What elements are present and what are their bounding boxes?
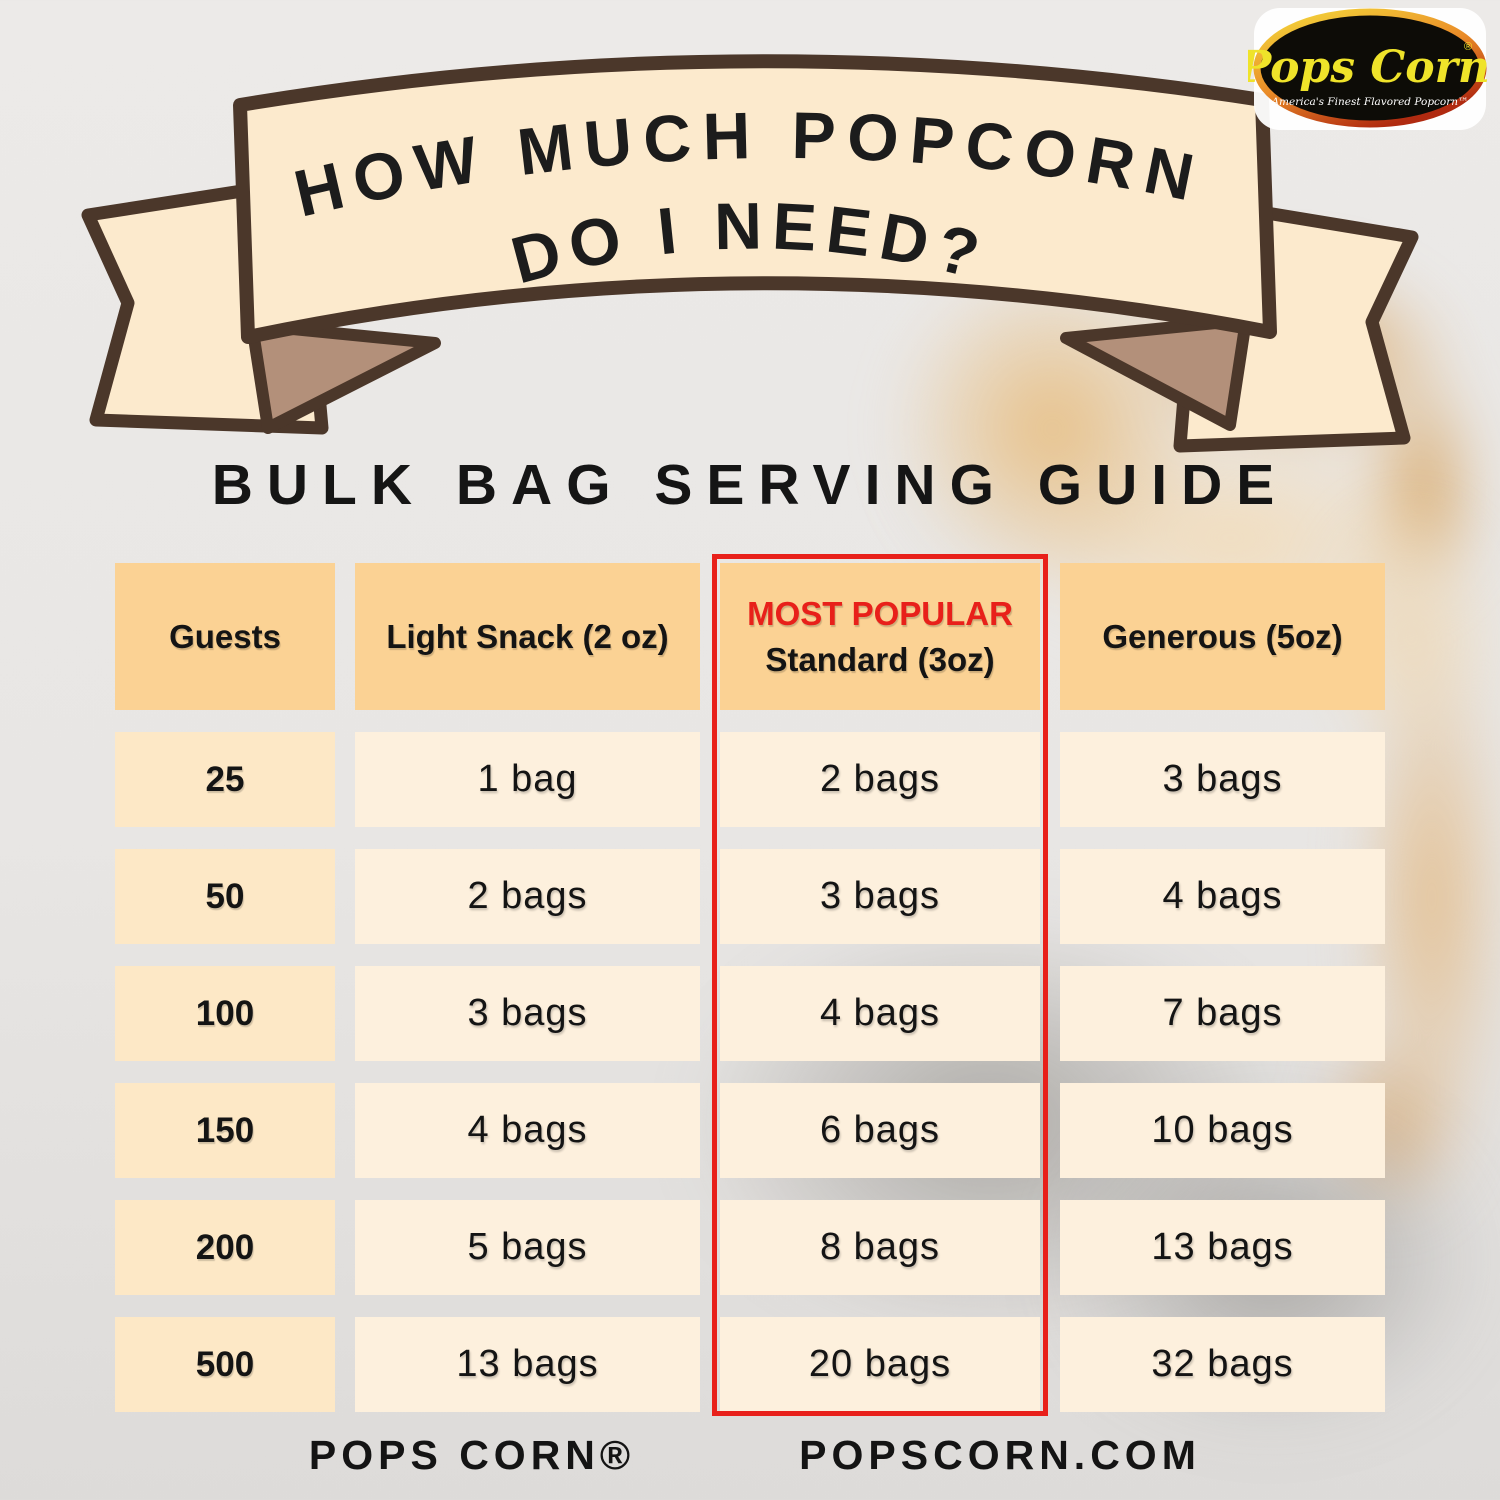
- guests-500: 500: [115, 1317, 335, 1412]
- generous-500: 32 bags: [1060, 1317, 1385, 1412]
- standard-100: 4 bags: [720, 966, 1040, 1061]
- standard-50: 3 bags: [720, 849, 1040, 944]
- guests-150: 150: [115, 1083, 335, 1178]
- ribbon-fold-right: [1060, 314, 1252, 431]
- footer: POPS CORN® POPSCORN.COM: [0, 1432, 1500, 1488]
- logo-registered-mark: ®: [1464, 41, 1472, 53]
- standard-25: 2 bags: [720, 732, 1040, 827]
- guests-25: 25: [115, 732, 335, 827]
- footer-brand: POPS CORN®: [308, 1432, 636, 1478]
- generous-50: 4 bags: [1060, 849, 1385, 944]
- light-snack-25: 1 bag: [355, 732, 700, 827]
- light-snack-200: 5 bags: [355, 1200, 700, 1295]
- light-snack-100: 3 bags: [355, 966, 700, 1061]
- footer-website: POPSCORN.COM: [799, 1432, 1201, 1478]
- generous-100: 7 bags: [1060, 966, 1385, 1061]
- section-heading: BULK BAG SERVING GUIDE: [211, 453, 1289, 517]
- guests-100: 100: [115, 966, 335, 1061]
- title-ribbon-banner: HOW MUCH POPCORN DO I NEED?: [81, 54, 1419, 453]
- header-standard-label: Standard (3oz): [765, 640, 995, 678]
- standard-500: 20 bags: [720, 1317, 1040, 1412]
- pops-corn-logo: Pops Corn ® America's Finest Flavored Po…: [1248, 8, 1490, 130]
- header-standard: MOST POPULAR Standard (3oz): [720, 563, 1040, 710]
- ribbon-band: [233, 54, 1277, 344]
- guests-50: 50: [115, 849, 335, 944]
- standard-150: 6 bags: [720, 1083, 1040, 1178]
- standard-200: 8 bags: [720, 1200, 1040, 1295]
- serving-table: Guests Light Snack (2 oz) MOST POPULAR S…: [115, 563, 1385, 1412]
- logo-brand-text: Pops Corn: [1248, 42, 1490, 93]
- generous-150: 10 bags: [1060, 1083, 1385, 1178]
- logo-oval: [1253, 8, 1487, 128]
- light-snack-150: 4 bags: [355, 1083, 700, 1178]
- generous-25: 3 bags: [1060, 732, 1385, 827]
- ribbon-fold-left: [246, 319, 441, 434]
- logo-tagline: America's Finest Flavored Popcorn™: [1270, 96, 1468, 108]
- header-light-snack: Light Snack (2 oz): [355, 563, 700, 710]
- guests-200: 200: [115, 1200, 335, 1295]
- generous-200: 13 bags: [1060, 1200, 1385, 1295]
- light-snack-50: 2 bags: [355, 849, 700, 944]
- header-generous: Generous (5oz): [1060, 563, 1385, 710]
- light-snack-500: 13 bags: [355, 1317, 700, 1412]
- most-popular-badge: MOST POPULAR: [747, 594, 1013, 632]
- header-guests: Guests: [115, 563, 335, 710]
